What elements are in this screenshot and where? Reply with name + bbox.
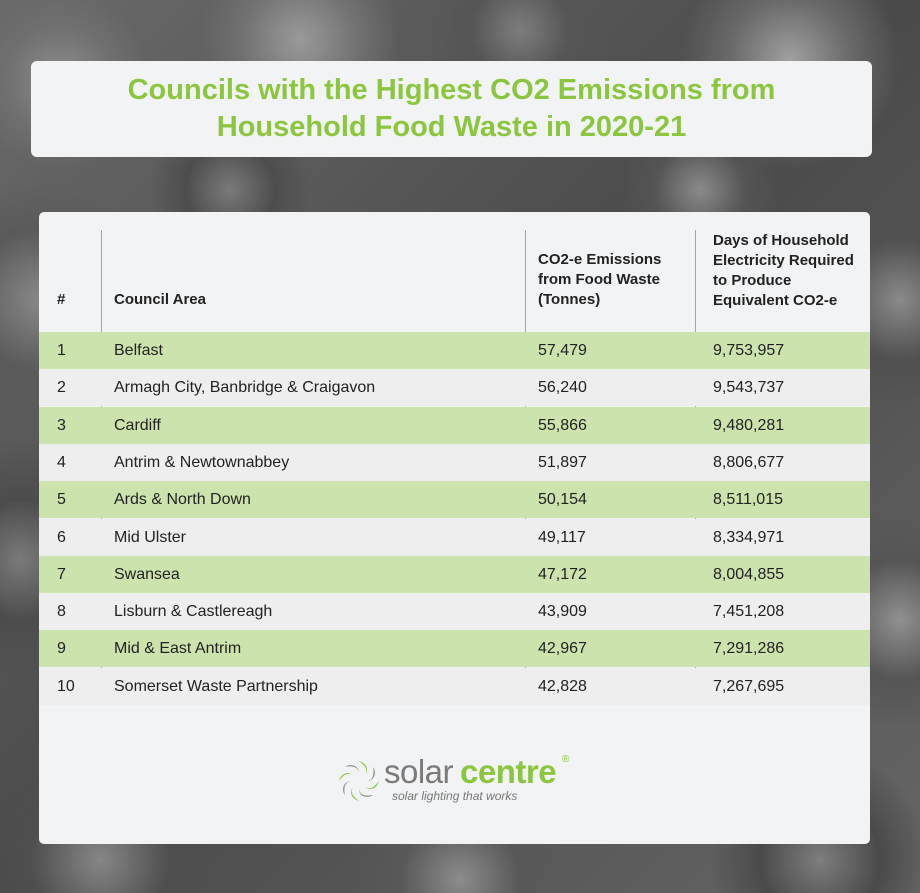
council-cell: Lisburn & Castlereagh: [114, 603, 273, 621]
table-row: 8 Lisburn & Castlereagh 43,909 7,451,208: [39, 593, 870, 631]
page-title: Councils with the Highest CO2 Emissions …: [127, 74, 776, 143]
emissions-cell: 57,479: [538, 342, 587, 359]
council-cell: Cardiff: [114, 416, 161, 434]
rank-cell: 8: [57, 603, 66, 621]
sun-swirl-icon: [339, 761, 379, 801]
table-row: 9 Mid & East Antrim 42,967 7,291,286: [39, 630, 870, 668]
rank-cell: 2: [57, 379, 66, 397]
table-row: 4 Antrim & Newtownabbey 51,897 8,806,677: [39, 443, 870, 481]
header-rank: #: [57, 291, 66, 308]
emissions-cell: 42,828: [538, 677, 587, 695]
council-cell: Swansea: [114, 565, 180, 583]
header-emissions: CO2-e Emissions from Food Waste (Tonnes): [538, 251, 662, 308]
header-days: Days of Household Electricity Required t…: [713, 232, 854, 309]
brand-tagline: solar lighting that works: [392, 789, 518, 803]
days-cell: 7,451,208: [713, 603, 785, 621]
rank-cell: 3: [57, 416, 66, 434]
days-cell: 9,543,737: [713, 379, 785, 397]
title-card: Councils with the Highest CO2 Emissions …: [31, 61, 872, 157]
emissions-cell: 56,240: [538, 379, 587, 397]
emissions-cell: 42,967: [538, 640, 587, 658]
council-cell: Ards & North Down: [114, 491, 251, 509]
rank-cell: 1: [57, 342, 66, 359]
council-cell: Antrim & Newtownabbey: [114, 453, 290, 471]
data-table: # Council Area CO2-e Emissions from Food…: [39, 212, 870, 844]
council-cell: Somerset Waste Partnership: [114, 677, 318, 695]
council-cell: Armagh City, Banbridge & Craigavon: [114, 379, 376, 397]
rank-cell: 10: [57, 677, 75, 695]
days-cell: 8,511,015: [713, 491, 783, 509]
days-cell: 8,806,677: [713, 453, 785, 471]
days-cell: 8,334,971: [713, 528, 785, 546]
brand-centre: centre: [460, 753, 557, 790]
table-row: 6 Mid Ulster 49,117 8,334,971: [39, 518, 870, 556]
emissions-cell: 55,866: [538, 416, 587, 434]
table-row: 10 Somerset Waste Partnership 42,828 7,267,…: [39, 667, 870, 705]
emissions-cell: 51,897: [538, 453, 587, 471]
days-cell: 7,267,695: [713, 677, 785, 695]
rank-cell: 7: [57, 565, 66, 583]
brand-solar: solar: [384, 753, 454, 790]
emissions-cell: 43,909: [538, 603, 587, 621]
table-row: 3 Cardiff 55,866 9,480,281: [39, 406, 870, 444]
table-row: 1 Belfast 57,479 9,753,957: [39, 332, 870, 369]
days-cell: 9,480,281: [713, 416, 785, 434]
table-row: 7 Swansea 47,172 8,004,855: [39, 555, 870, 593]
emissions-cell: 49,117: [538, 528, 586, 546]
header-council: Council Area: [114, 291, 206, 308]
emissions-cell: 50,154: [538, 491, 587, 509]
rank-cell: 4: [57, 453, 66, 471]
emissions-cell: 47,172: [538, 565, 587, 583]
rank-cell: 9: [57, 640, 66, 658]
council-cell: Mid & East Antrim: [114, 640, 242, 658]
solarcentre-logo: solar centre ® solar lighting that works: [336, 752, 576, 812]
table-row: 5 Ards & North Down 50,154 8,511,015: [39, 481, 870, 519]
rank-cell: 6: [57, 528, 66, 546]
rank-cell: 5: [57, 491, 66, 509]
days-cell: 8,004,855: [713, 565, 785, 583]
days-cell: 9,753,957: [713, 342, 785, 359]
council-cell: Belfast: [114, 342, 163, 359]
table-row: 2 Armagh City, Banbridge & Craigavon 56,24…: [39, 369, 870, 407]
days-cell: 7,291,286: [713, 640, 785, 658]
council-cell: Mid Ulster: [114, 528, 187, 546]
registered-mark: ®: [562, 754, 570, 765]
